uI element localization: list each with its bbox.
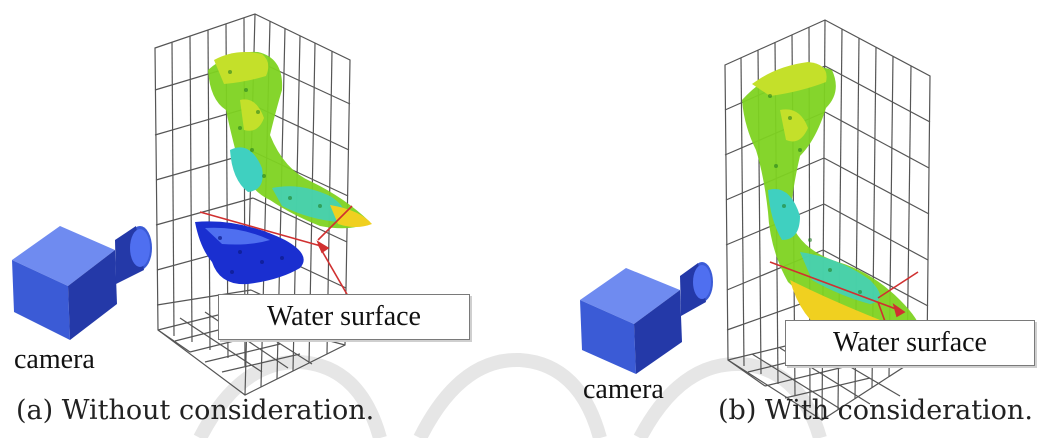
caption-b: (b) With consideration. — [718, 395, 1033, 426]
panel-a — [12, 13, 372, 396]
panel-b — [580, 19, 931, 421]
camera-label-a: camera — [14, 344, 95, 375]
water-surface-lines-a — [199, 205, 353, 297]
watermark — [193, 352, 827, 438]
camera-icon-b — [580, 262, 713, 374]
point-cloud-a — [195, 51, 372, 285]
camera-icon-a — [12, 226, 152, 340]
water-surface-label-b: Water surface — [785, 320, 1035, 366]
water-surface-label-a: Water surface — [218, 294, 470, 340]
caption-a: (a) Without consideration. — [16, 395, 375, 426]
camera-label-b: camera — [583, 374, 664, 405]
